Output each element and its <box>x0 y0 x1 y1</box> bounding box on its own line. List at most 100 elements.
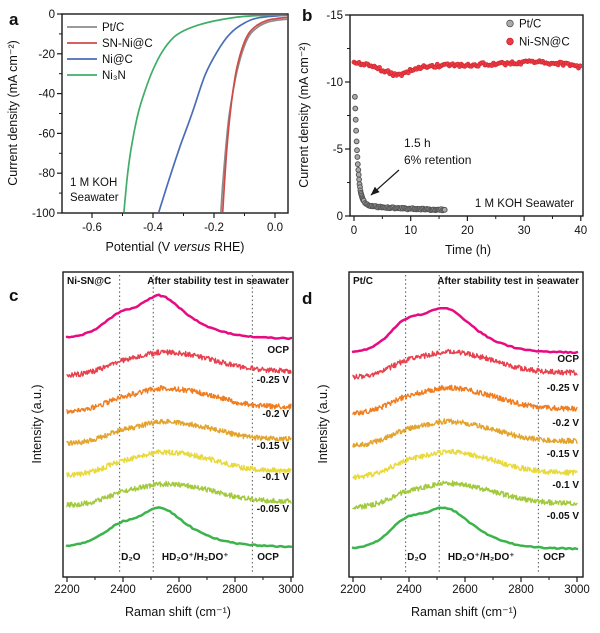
x-tick-label: 0.0 <box>267 222 283 234</box>
peak-assignment-label: D₂O <box>407 552 427 563</box>
y-tick-label: -15 <box>326 10 343 22</box>
legend-label: SN-Ni@C <box>102 38 153 50</box>
potential-label: -0.05 V <box>547 511 580 522</box>
y-tick-label: 0 <box>337 211 343 223</box>
panel-b: b Current density (mA cm⁻²) Time (h) 1.5… <box>297 6 587 257</box>
panel-b-letter: b <box>302 6 312 25</box>
potential-label: -0.1 V <box>262 472 289 483</box>
raman-curve--0.05 V <box>66 480 292 508</box>
y-tick-label: -5 <box>333 144 343 156</box>
x-tick-label: 20 <box>461 225 474 237</box>
x-tick-label: -0.2 <box>204 222 224 234</box>
data-marker-Pt/C <box>441 206 448 213</box>
legend-label: Ni₃N <box>102 70 126 82</box>
panel-c-letter: c <box>9 286 18 305</box>
x-title-part: Potential (V <box>106 240 174 254</box>
raman-curve-OCP <box>65 293 292 341</box>
lsv-curve-Ni₃N <box>123 15 287 212</box>
x-tick-label: 30 <box>518 225 531 237</box>
legend-label: Ni@C <box>102 54 133 66</box>
panel-c-y-axis-title: Intensity (a.u.) <box>30 384 44 463</box>
raman-curve--0.25 V <box>66 349 292 378</box>
raman-curve--0.15 V <box>66 418 292 446</box>
data-marker-Pt/C <box>354 147 360 154</box>
x-tick-label: 2200 <box>340 584 366 596</box>
y-tick-label: -80 <box>38 168 55 180</box>
axis-frame <box>348 271 584 578</box>
potential-label: -0.15 V <box>547 449 580 460</box>
panel-b-x-axis-title: Time (h) <box>445 243 491 257</box>
panel-a-y-axis-title: Current density (mA cm⁻²) <box>6 40 20 186</box>
peak-assignment-label: HD₂O⁺/H₂DO⁺ <box>162 552 229 563</box>
x-tick-label: 40 <box>574 225 587 237</box>
x-tick-label: 2800 <box>222 584 248 596</box>
panel-d-x-axis-title: Raman shift (cm⁻¹) <box>411 605 517 619</box>
panel-a-x-axis-title: Potential (V versus RHE) <box>106 240 245 254</box>
lsv-curve-Ni@C <box>157 15 287 212</box>
x-tick-label: -0.4 <box>143 222 163 234</box>
raman-curve-OCP <box>351 306 579 355</box>
lsv-curve-Pt/C <box>220 18 287 212</box>
potential-label: -0.15 V <box>257 441 290 452</box>
panel-b-annotation-line1: 1.5 h <box>404 136 431 150</box>
panel-b-electrolyte-note: 1 M KOH Seawater <box>475 198 574 210</box>
data-marker-Pt/C <box>355 167 362 173</box>
data-marker-Pt/C <box>356 176 363 183</box>
data-marker-Pt/C <box>352 105 359 112</box>
data-marker-Pt/C <box>354 161 361 168</box>
raman-curve-OCP <box>65 506 292 549</box>
raman-curve--0.25 V <box>352 348 578 380</box>
panel-a-letter: a <box>9 10 19 29</box>
legend-label: Pt/C <box>519 19 541 31</box>
y-tick-label: -10 <box>326 77 343 89</box>
panel-a-electrolyte-note-line2: Seawater <box>70 192 119 204</box>
peak-assignment-label: OCP <box>257 552 279 563</box>
data-marker-Pt/C <box>354 154 361 160</box>
data-marker-Ni-SN@C <box>577 63 582 69</box>
panel-c-condition-label: After stability test in seawater <box>147 276 289 287</box>
data-marker-Pt/C <box>355 171 362 178</box>
y-tick-label: -20 <box>38 49 55 61</box>
peak-assignment-label: D₂O <box>121 552 141 563</box>
potential-label: -0.1 V <box>552 480 579 491</box>
x-tick-label: 0 <box>351 225 357 237</box>
legend-marker <box>506 19 514 28</box>
panel-b-annotation-line2: 6% retention <box>404 153 471 167</box>
potential-label: -0.2 V <box>262 409 289 420</box>
legend-label: Pt/C <box>102 22 124 34</box>
x-tick-label: 3000 <box>278 584 304 596</box>
potential-label: -0.2 V <box>552 418 579 429</box>
potential-label: -0.25 V <box>257 375 290 386</box>
y-tick-label: 0 <box>49 9 55 21</box>
x-tick-label: 10 <box>404 225 417 237</box>
panel-c-x-axis-title: Raman shift (cm⁻¹) <box>125 605 231 619</box>
raman-curve-OCP <box>351 506 579 551</box>
panel-d-y-axis-title: Intensity (a.u.) <box>316 384 330 463</box>
lsv-curve-SN-Ni@C <box>221 16 287 212</box>
annotation-arrow <box>370 169 400 196</box>
panel-a-electrolyte-note-line1: 1 M KOH <box>70 177 117 189</box>
data-marker-Pt/C <box>352 116 359 123</box>
raman-curve--0.1 V <box>352 448 578 481</box>
data-marker-Pt/C <box>353 127 360 134</box>
panel-c-catalyst-label: Ni-SN@C <box>67 276 111 287</box>
peak-assignment-label: OCP <box>543 552 565 563</box>
x-tick-label: 2400 <box>110 584 136 596</box>
raman-curve--0.2 V <box>352 384 578 416</box>
panel-d-catalyst-label: Pt/C <box>353 276 373 287</box>
y-tick-label: -60 <box>38 128 55 140</box>
panel-d-letter: d <box>302 289 312 308</box>
data-marker-Pt/C <box>352 93 358 100</box>
panel-d-plot: 2200 2400 2600 2800 3000 OCP -0.25 V -0.2 V -0.1… <box>340 271 590 596</box>
x-tick-label: 3000 <box>564 584 590 596</box>
raman-curve--0.1 V <box>66 449 292 478</box>
x-tick-label: 2600 <box>166 584 192 596</box>
potential-label: OCP <box>267 345 289 356</box>
panel-b-plot: 0 10 20 30 40 0 -5 -10 -15 Pt/C Ni-SN@C <box>326 10 587 237</box>
panel-d: d Pt/C After stability test in seawater … <box>302 271 590 619</box>
panel-a: a Current density (mA cm⁻²) Potential (V… <box>6 9 289 254</box>
x-title-part: RHE) <box>210 240 244 254</box>
y-tick-label: -100 <box>32 208 55 220</box>
raman-curve--0.2 V <box>66 385 292 415</box>
